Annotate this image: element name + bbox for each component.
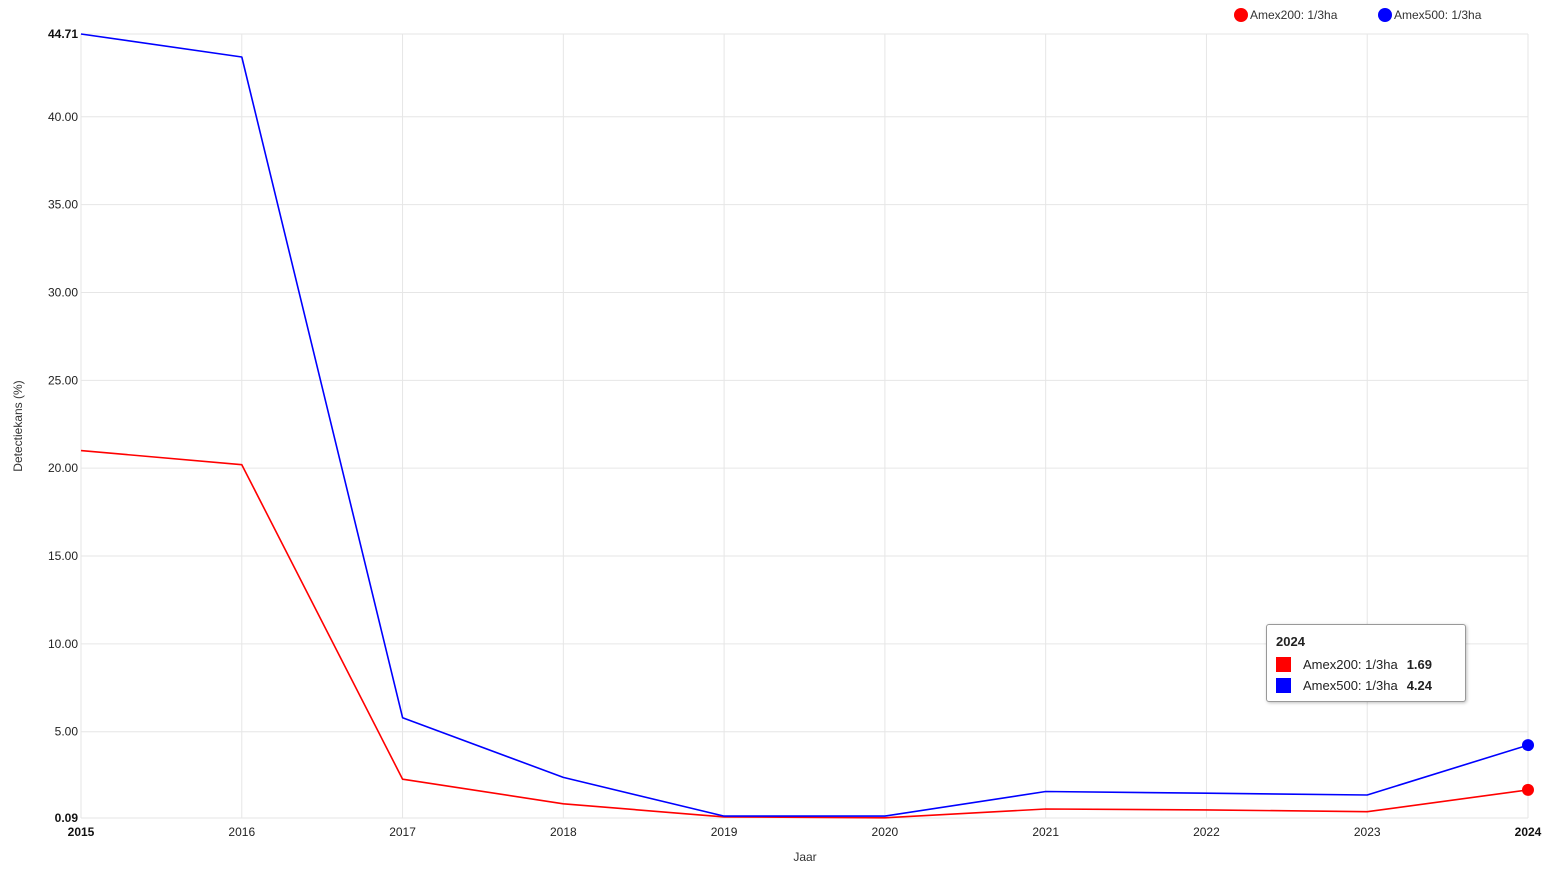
x-tick-label: 2023 xyxy=(1354,825,1381,839)
x-tick-label: 2019 xyxy=(711,825,738,839)
legend-marker-amex500[interactable] xyxy=(1378,8,1392,22)
x-tick-label: 2020 xyxy=(872,825,899,839)
y-axis-title: Detectiekans (%) xyxy=(11,380,25,471)
grid-layer xyxy=(80,33,1529,819)
y-tick-label: 15.00 xyxy=(48,549,78,563)
x-tick-label: 2022 xyxy=(1193,825,1220,839)
x-axis-ticks: 2015 2016 2017 2018 2019 2020 2021 2022 2023 2024 xyxy=(68,825,1542,839)
tooltip-title: 2024 xyxy=(1276,634,1305,649)
legend-label-amex200[interactable]: Amex200: 1/3ha xyxy=(1250,8,1338,22)
legend-marker-amex200[interactable] xyxy=(1234,8,1248,22)
tooltip-series-value: 4.24 xyxy=(1406,678,1432,693)
tooltip-series-value: 1.69 xyxy=(1406,657,1432,672)
series-point-amex200[interactable] xyxy=(1522,783,1534,796)
y-tick-label: 25.00 xyxy=(48,373,78,387)
tooltip-row-amex200: Amex200: 1/3ha 1.69 xyxy=(1276,654,1456,675)
y-tick-label: 40.00 xyxy=(48,110,78,124)
x-tick-label: 2016 xyxy=(228,825,255,839)
y-tick-label: 10.00 xyxy=(48,637,78,651)
tooltip-swatch-amex500 xyxy=(1276,678,1291,693)
x-tick-label: 2018 xyxy=(550,825,577,839)
y-tick-label: 30.00 xyxy=(48,285,78,299)
y-tick-label: 5.00 xyxy=(55,725,79,739)
x-tick-label: 2024 xyxy=(1515,825,1542,839)
tooltip-series-name: Amex500: 1/3ha xyxy=(1303,678,1398,693)
x-axis-title: Jaar xyxy=(793,850,816,864)
tooltip-swatch-amex200 xyxy=(1276,657,1291,672)
tooltip-row-amex500: Amex500: 1/3ha 4.24 xyxy=(1276,675,1456,696)
y-tick-label: 35.00 xyxy=(48,198,78,212)
x-tick-label: 2021 xyxy=(1032,825,1059,839)
x-tick-label: 2015 xyxy=(68,825,95,839)
legend-label-amex500[interactable]: Amex500: 1/3ha xyxy=(1394,8,1482,22)
y-axis-ticks: 0.09 5.00 10.00 15.00 20.00 25.00 30.00 35.00 40… xyxy=(48,27,78,825)
y-tick-label: 0.09 xyxy=(55,811,79,825)
legend: Amex200: 1/3ha Amex500: 1/3ha xyxy=(1234,8,1482,22)
series-layer xyxy=(80,33,1534,819)
tooltip-series-name: Amex200: 1/3ha xyxy=(1303,657,1398,672)
series-point-amex500[interactable] xyxy=(1522,739,1534,752)
series-line-amex500 xyxy=(80,33,1529,817)
hover-tooltip: 2024 Amex200: 1/3ha 1.69 Amex500: 1/3ha … xyxy=(1266,624,1466,702)
x-tick-label: 2017 xyxy=(389,825,416,839)
y-tick-label: 44.71 xyxy=(48,27,78,41)
y-tick-label: 20.00 xyxy=(48,461,78,475)
series-line-amex200 xyxy=(80,449,1529,819)
